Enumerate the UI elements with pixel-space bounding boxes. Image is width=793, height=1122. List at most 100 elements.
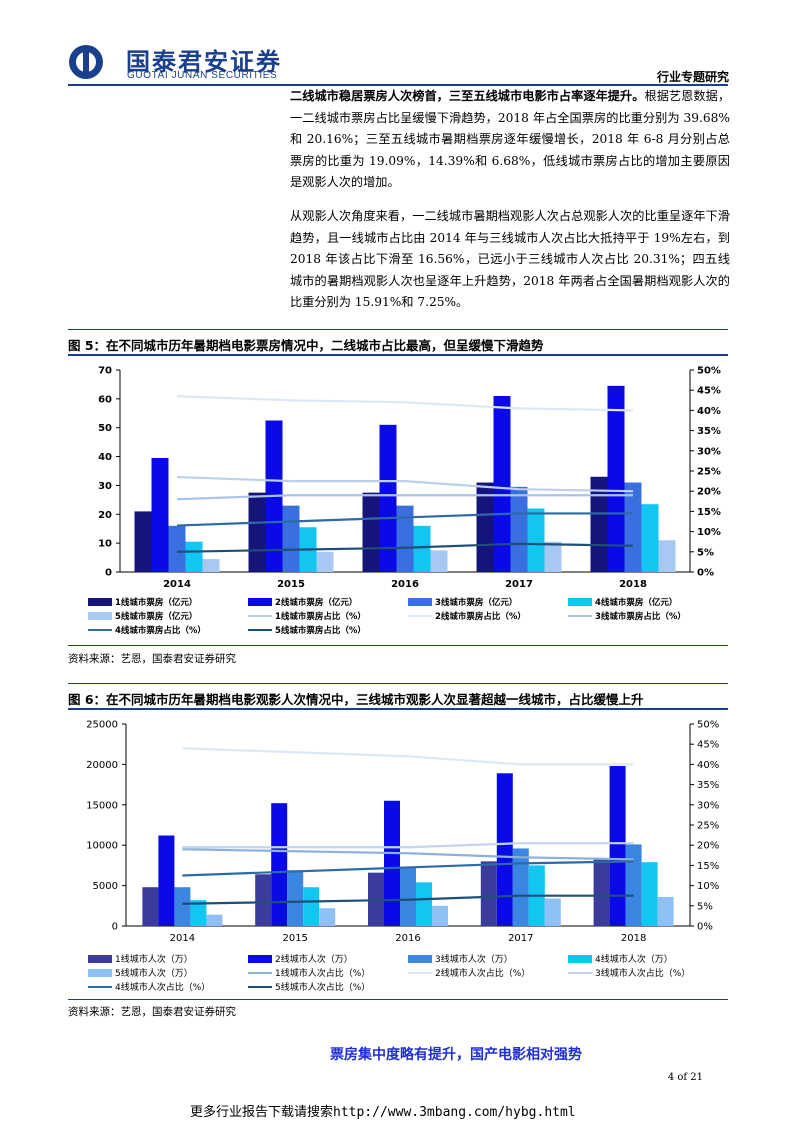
legend-item: 1线城市人次占比（%） [248,966,370,979]
bar-4-2014 [190,900,207,926]
legend-label: 2线城市人次（万） [275,955,353,965]
figure-5-chart: 0 10 20 30 40 50 60 70 0% 5% 10% 15% 20% 25% 30% 35% 40%… [98,366,721,591]
figure-5-bottom-rule [68,645,728,646]
legend-swatch [248,629,272,631]
x-axis-tick-label: 2018 [619,579,647,590]
paragraph-2-text: 从观影人次角度来看，一二线城市暑期档观影人次占总观影人次的比重呈逐年下滑趋势，且… [290,209,730,309]
left-axis-tick-label: 40 [98,452,112,463]
legend-item: 1线城市人次（万） [88,952,193,965]
x-axis-tick-label: 2015 [277,579,305,590]
legend-label: 2线城市人次占比（%） [435,969,531,979]
paragraph-1-lead: 二线城市稳居票房人次榜首，三至五线城市电影市占率逐年提升。 [290,89,645,103]
bar-1-2017 [476,482,494,572]
figure-6-legend: 1线城市人次（万） 2线城市人次（万） 3线城市人次（万） 4线城市人次（万） 5线城市… [88,952,728,996]
paragraph-1-text: 根据艺恩数据，一二线城市票房占比呈缓慢下滑趋势，2018 年占全国票房的比重分别… [290,89,731,189]
legend-label: 4线城市票房占比（%） [115,626,206,636]
paragraph-2: 从观影人次角度来看，一二线城市暑期档观影人次占总观影人次的比重呈逐年下滑趋势，且… [290,206,730,314]
series-line-1 [176,475,634,493]
bar-2-2014 [151,458,169,572]
series-line-5 [182,894,634,905]
legend-label: 2线城市票房占比（%） [435,612,526,622]
bar-3-2016 [396,505,414,572]
figure-6-source: 资料来源：艺恩，国泰君安证券研究 [68,1006,236,1018]
right-axis-tick-label: 15% [697,861,719,872]
bar-2-2014 [158,835,175,926]
left-axis-tick-label: 10 [98,539,112,550]
guotai-junan-logo-icon [69,45,103,79]
bar-4-2017 [527,508,545,572]
legend-swatch [88,954,112,963]
x-axis-tick-label: 2017 [508,933,533,944]
bar-1-2018 [590,476,608,572]
legend-swatch [248,985,272,988]
legend-label: 4线城市票房（亿元） [595,598,678,608]
legend-swatch [568,971,592,974]
left-axis-tick-label: 10000 [86,841,118,852]
figure-6-title: 图 6：在不同城市历年暑期档电影观影人次情况中，三线城市观影人次显著超越一线城市… [68,692,644,707]
bar-5-2018 [658,540,676,572]
paragraph-1: 二线城市稳居票房人次榜首，三至五线城市电影市占率逐年提升。根据艺恩数据，一二线城… [290,86,730,194]
bar-2-2015 [271,803,288,926]
legend-swatch [88,629,112,631]
header-report-type: 行业专题研究 [656,70,729,84]
figure-5-title-rule [68,354,728,356]
promo-link-text[interactable]: 更多行业报告下载请搜索http://www.3mbang.com/hybg.ht… [190,1105,576,1120]
right-axis-tick-label: 20% [697,841,719,852]
legend-label: 5线城市票房（亿元） [115,612,198,622]
legend-swatch [88,968,112,977]
bar-3-2018 [625,844,642,926]
x-axis-tick-label: 2016 [395,933,420,944]
bar-4-2016 [416,882,432,926]
bar-1-2014 [142,887,159,926]
x-axis-tick-label: 2017 [505,579,533,590]
legend-item: 5线城市人次占比（%） [248,980,370,993]
bar-1-2015 [248,492,266,572]
bar-2-2016 [379,424,397,572]
legend-swatch [408,954,432,963]
right-axis-tick-label: 35% [697,426,721,437]
left-axis-tick-label: 70 [98,366,112,377]
series-line-4 [182,860,634,877]
right-axis-tick-label: 15% [697,507,721,518]
bar-4-2018 [641,504,659,572]
bar-5-2015 [319,908,336,926]
legend-item: 3线城市人次（万） [408,952,513,965]
legend-label: 4线城市人次（万） [595,955,673,965]
legend-label: 1线城市人次（万） [115,955,193,965]
left-axis-tick-label: 60 [98,394,112,405]
bar-2-2018 [609,766,626,926]
legend-label: 3线城市票房（亿元） [435,598,518,608]
bar-1-2018 [593,858,610,926]
right-axis-tick-label: 40% [697,406,721,417]
legend-swatch [568,598,592,606]
right-axis-tick-label: 5% [697,901,713,912]
legend-swatch [248,954,272,963]
right-axis-tick-label: 0% [697,568,714,579]
legend-label: 5线城市人次（万） [115,969,193,979]
bar-4-2018 [641,862,658,926]
figure-5-title: 图 5：在不同城市历年暑期档电影票房情况中，二线城市占比最高，但呈缓慢下滑趋势 [68,338,544,353]
right-axis-tick-label: 30% [697,800,719,811]
left-axis-tick-label: 20 [98,510,112,521]
left-axis-tick-label: 25000 [86,720,118,731]
legend-swatch [248,615,272,617]
bar-4-2015 [303,887,320,926]
bar-3-2015 [282,505,300,572]
figure-5-source: 资料来源：艺恩，国泰君安证券研究 [68,653,236,665]
right-axis-tick-label: 10% [697,527,721,538]
right-axis-tick-label: 30% [697,446,721,457]
legend-item: 2线城市票房（亿元） [248,596,357,608]
right-axis-tick-label: 50% [697,366,721,377]
legend-swatch [88,612,112,620]
legend-item: 3线城市票房占比（%） [568,610,686,622]
right-axis-tick-label: 35% [697,780,719,791]
legend-swatch [88,985,112,988]
series-line-1 [182,848,634,861]
legend-label: 3线城市人次占比（%） [595,969,691,979]
left-axis-tick-label: 15000 [86,800,118,811]
bar-1-2015 [255,874,272,926]
x-axis-tick-label: 2016 [391,579,419,590]
legend-label: 1线城市票房占比（%） [275,612,366,622]
bar-5-2016 [430,550,448,572]
bar-1-2016 [362,492,380,572]
